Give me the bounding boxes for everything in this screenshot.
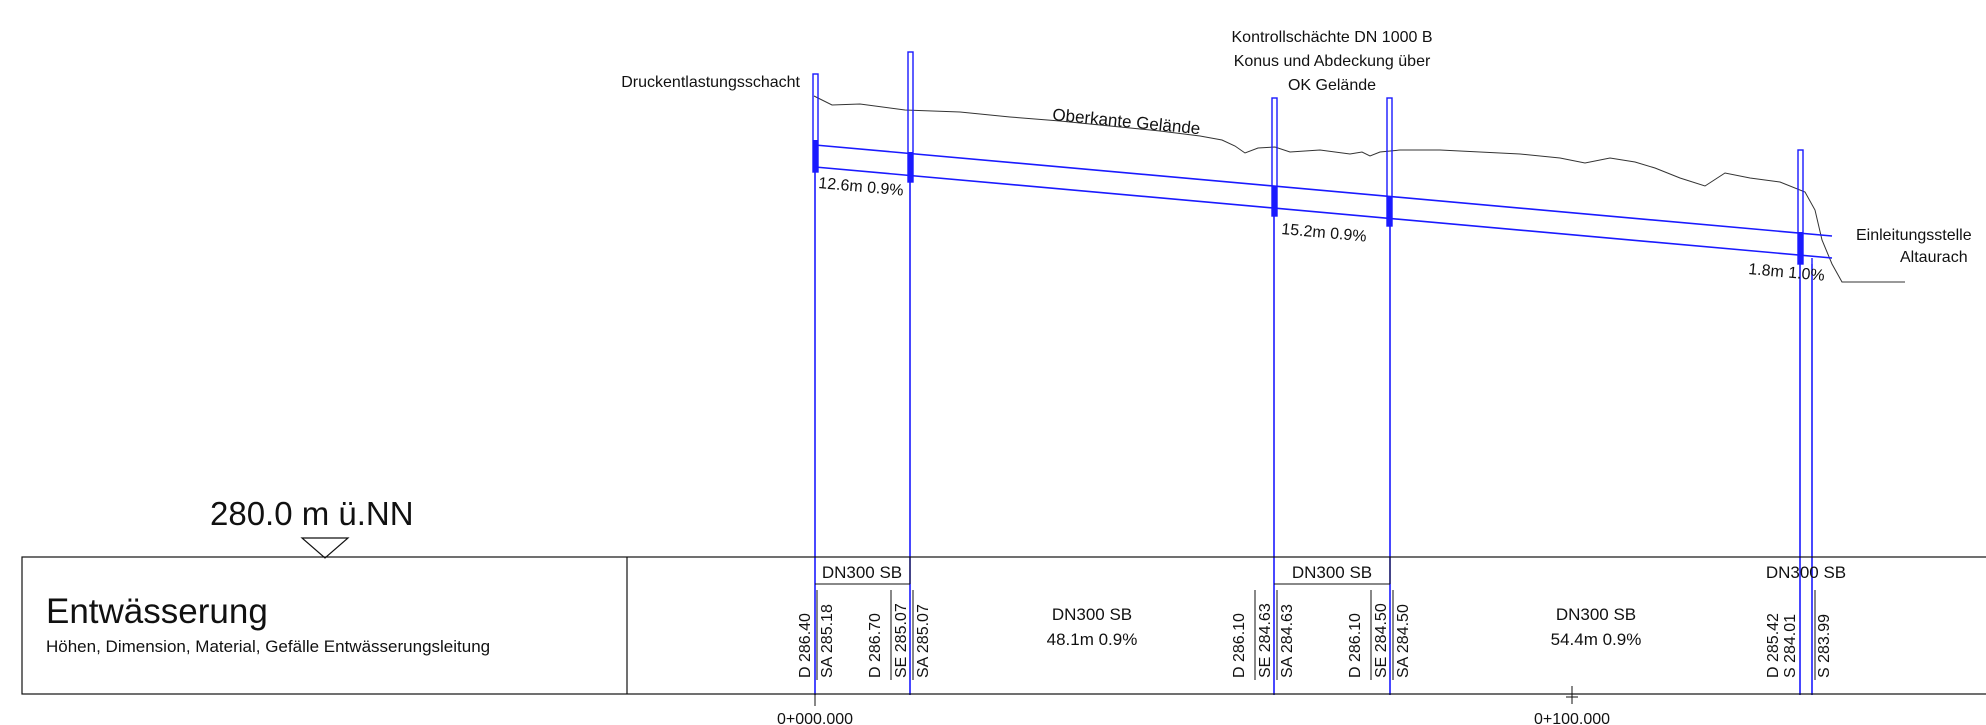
value-s2-sa: SA 285.07 (915, 604, 932, 678)
value-s3-sa: SA 284.63 (1279, 604, 1296, 678)
reference-level-marker (300, 537, 350, 559)
control-shafts-label-line1: Kontrollschächte DN 1000 B (1232, 29, 1433, 46)
station-label-1: 0+000.000 (777, 711, 853, 725)
shaft-4 (1386, 97, 1393, 227)
pressure-shaft-label: Druckentlastungsschacht (621, 74, 800, 91)
outlet-label-line2: Altaurach (1900, 249, 1968, 266)
segment-label-2: 15.2m 0.9% (1281, 221, 1368, 246)
station-label-2: 0+100.000 (1534, 711, 1610, 725)
short-pipe-box-1 (815, 557, 911, 585)
segment-label-1: 12.6m 0.9% (818, 175, 905, 200)
outlet-label-line1: Einleitungsstelle (1856, 227, 1972, 244)
value-s2-se: SE 285.07 (893, 603, 910, 678)
short-pipe-box-2 (1274, 557, 1391, 585)
segment-label-3: 1.8m 1.0% (1748, 261, 1826, 285)
value-s1-d: D 286.40 (797, 613, 814, 678)
data-band (21, 556, 1986, 695)
value-s3-se: SE 284.63 (1257, 603, 1274, 678)
short-pipe-label-3: DN300 SB (1766, 563, 1846, 582)
pipe-top-line (814, 144, 1833, 237)
value-s5-s: S 284.01 (1782, 614, 1799, 678)
shaft-1 (812, 73, 819, 173)
shaft-5 (1797, 149, 1804, 265)
short-pipe-label-1: DN300 SB (822, 563, 902, 582)
control-shafts-label-line3: OK Gelände (1288, 77, 1376, 94)
value-s3-d: D 286.10 (1231, 613, 1248, 678)
reference-level-label: 280.0 m ü.NN (210, 495, 414, 532)
ground-line (813, 95, 1905, 283)
control-shafts-label-line2: Konus und Abdeckung über (1234, 53, 1431, 70)
ground-line-label: Oberkante Gelände (1052, 105, 1202, 138)
value-s4-d: D 286.10 (1347, 613, 1364, 678)
band-segment-1-name: DN300 SB (1052, 605, 1132, 624)
band-subtitle: Höhen, Dimension, Material, Gefälle Entw… (46, 637, 490, 656)
value-s4-se: SE 284.50 (1373, 603, 1390, 678)
shaft-3 (1271, 97, 1278, 217)
value-s5-d: D 285.42 (1765, 613, 1782, 678)
shaft-2 (907, 51, 914, 183)
value-s4-sa: SA 284.50 (1395, 604, 1412, 678)
band-segment-1-detail: 48.1m 0.9% (1047, 630, 1138, 649)
pipe-bottom-line (814, 166, 1833, 259)
value-s6-s: S 283.99 (1816, 614, 1833, 678)
band-segment-2-detail: 54.4m 0.9% (1551, 630, 1642, 649)
short-pipe-label-2: DN300 SB (1292, 563, 1372, 582)
band-title: Entwässerung (46, 592, 268, 631)
value-s2-d: D 286.70 (867, 613, 884, 678)
value-s1-sa: SA 285.18 (819, 604, 836, 678)
band-segment-2-name: DN300 SB (1556, 605, 1636, 624)
